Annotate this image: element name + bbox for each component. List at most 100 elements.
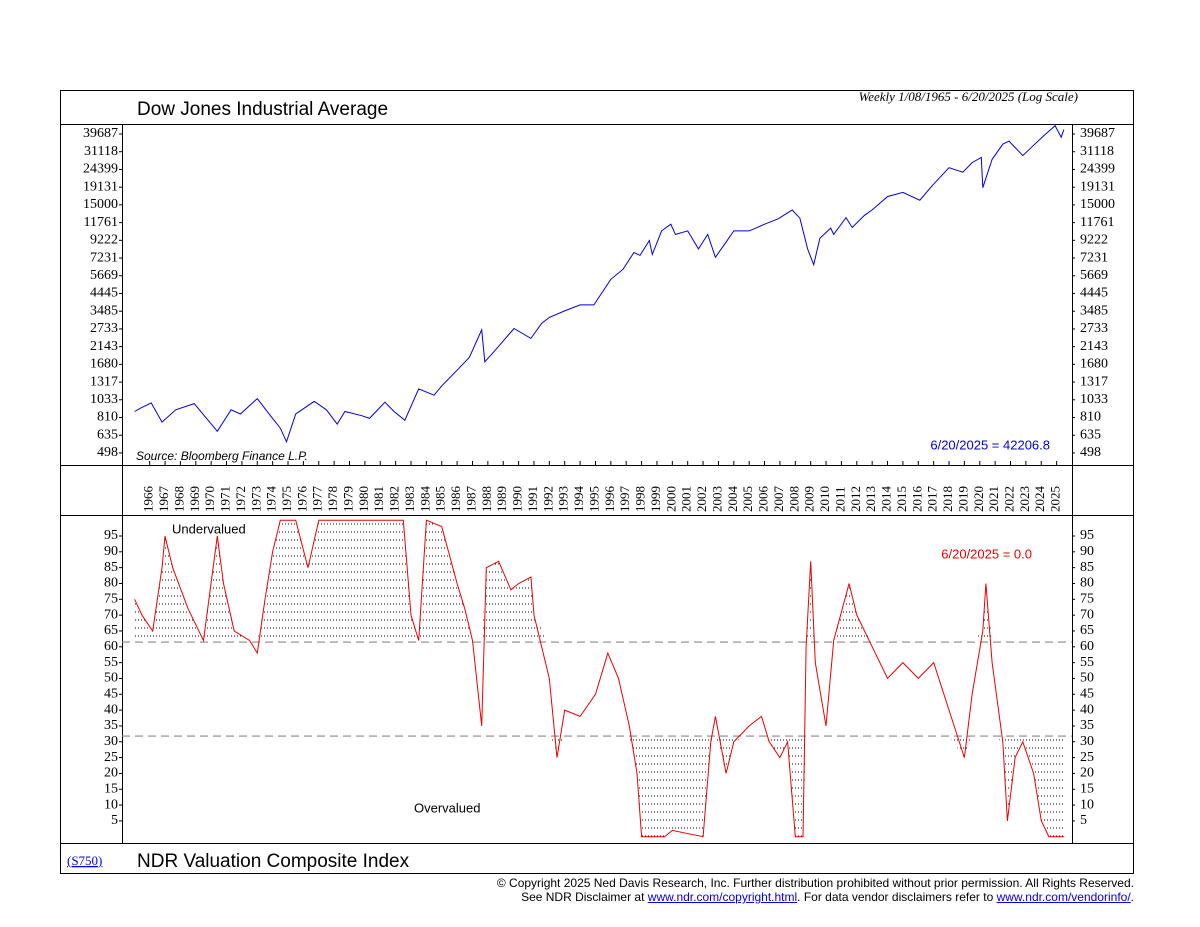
x-tick-label: 1974 xyxy=(264,486,279,513)
x-tick-label: 2011 xyxy=(832,486,847,512)
y-tick-label: 31118 xyxy=(1080,144,1114,159)
x-tick-label: 2023 xyxy=(1017,486,1032,512)
x-tick-label: 1988 xyxy=(479,486,494,512)
y-tick-label: 90 xyxy=(104,544,118,559)
x-tick-label: 2013 xyxy=(863,486,878,512)
x-tick-label: 1990 xyxy=(510,486,525,512)
y-tick-label: 4445 xyxy=(1080,286,1108,301)
text: See NDR Disclaimer at xyxy=(521,890,648,904)
zone-shading xyxy=(134,520,1064,643)
x-tick-label: 2016 xyxy=(909,486,924,513)
y-tick-label: 1033 xyxy=(90,392,118,407)
x-tick-label: 1972 xyxy=(233,486,248,512)
x-tick-label: 1966 xyxy=(141,486,156,513)
x-tick-label: 2015 xyxy=(894,486,909,512)
y-tick-label: 45 xyxy=(104,686,118,701)
series-line xyxy=(134,124,1065,444)
y-tick-label: 635 xyxy=(97,427,118,442)
x-tick-label: 2020 xyxy=(971,486,986,512)
x-tick-label: 1987 xyxy=(463,486,478,513)
y-tick-label: 65 xyxy=(104,623,118,638)
x-tick-label: 1986 xyxy=(448,486,463,513)
y-tick-label: 810 xyxy=(1080,410,1101,425)
x-tick-label: 2005 xyxy=(740,486,755,512)
x-tick-label: 1996 xyxy=(602,486,617,513)
y-tick-label: 15000 xyxy=(83,197,118,212)
y-tick-label: 498 xyxy=(1080,445,1101,460)
x-tick-label: 2006 xyxy=(756,486,771,513)
y-tick-label: 7231 xyxy=(90,250,118,265)
y-tick-label: 635 xyxy=(1080,427,1101,442)
y-tick-label: 10 xyxy=(104,797,118,812)
zone-label: Undervalued xyxy=(172,521,246,536)
x-tick-label: 1991 xyxy=(525,486,540,512)
y-tick-label: 35 xyxy=(1080,718,1094,733)
y-tick-label: 25 xyxy=(104,750,118,765)
y-tick-label: 2733 xyxy=(90,321,118,336)
link[interactable]: www.ndr.com/vendorinfo/ xyxy=(996,890,1131,904)
x-tick-label: 2010 xyxy=(817,486,832,512)
y-tick-label: 75 xyxy=(104,592,118,607)
y-tick-label: 80 xyxy=(104,576,118,591)
x-tick-label: 1989 xyxy=(494,486,509,512)
y-tick-label: 15000 xyxy=(1080,197,1115,212)
footer: © Copyright 2025 Ned Davis Research, Inc… xyxy=(497,876,1134,904)
x-tick-label: 2000 xyxy=(663,486,678,512)
x-tick-label: 1983 xyxy=(402,486,417,512)
chart-title: Dow Jones Industrial Average xyxy=(137,99,388,120)
x-tick-label: 2025 xyxy=(1048,486,1063,512)
y-tick-label: 25 xyxy=(1080,750,1094,765)
y-tick-label: 5 xyxy=(111,813,118,828)
copyright: © Copyright 2025 Ned Davis Research, Inc… xyxy=(496,876,1134,890)
y-tick-label: 1680 xyxy=(90,357,118,372)
y-tick-label: 5 xyxy=(1080,813,1087,828)
disclaimer: See NDR Disclaimer at www.ndr.com/copyri… xyxy=(497,890,1134,904)
series-code[interactable]: (S750) xyxy=(67,853,102,868)
y-tick-label: 95 xyxy=(1080,528,1094,543)
y-tick-label: 50 xyxy=(104,671,118,686)
text: . For data vendor disclaimers refer to xyxy=(797,890,997,904)
x-tick-label: 1999 xyxy=(648,486,663,512)
y-tick-label: 1317 xyxy=(1080,374,1108,389)
y-tick-label: 5669 xyxy=(1080,268,1108,283)
x-tick-label: 1998 xyxy=(633,486,648,512)
x-tick-label: 1993 xyxy=(556,486,571,512)
y-tick-label: 65 xyxy=(1080,623,1094,638)
zone-shading xyxy=(134,736,1064,837)
y-tick-label: 60 xyxy=(104,639,118,654)
y-tick-label: 5669 xyxy=(90,268,118,283)
x-tick-label: 1978 xyxy=(325,486,340,512)
series-line xyxy=(134,519,1064,838)
x-tick-label: 2018 xyxy=(940,486,955,512)
y-tick-label: 70 xyxy=(104,607,118,622)
y-tick-label: 55 xyxy=(1080,655,1094,670)
y-tick-label: 39687 xyxy=(1080,126,1115,141)
y-tick-label: 11761 xyxy=(1080,215,1114,230)
y-tick-label: 70 xyxy=(1080,607,1094,622)
x-tick-label: 1994 xyxy=(571,486,586,513)
y-tick-label: 50 xyxy=(1080,671,1094,686)
y-tick-label: 1033 xyxy=(1080,392,1108,407)
y-tick-label: 9222 xyxy=(1080,233,1108,248)
x-tick-label: 1968 xyxy=(171,486,186,512)
x-tick-label: 1977 xyxy=(310,486,325,513)
y-tick-label: 55 xyxy=(104,655,118,670)
source: Source: Bloomberg Finance L.P. xyxy=(136,449,308,463)
x-tick-label: 2021 xyxy=(986,486,1001,512)
y-tick-label: 1680 xyxy=(1080,357,1108,372)
y-tick-label: 60 xyxy=(1080,639,1094,654)
y-tick-label: 498 xyxy=(97,445,118,460)
x-tick-label: 2014 xyxy=(879,486,894,513)
x-tick-label: 1976 xyxy=(294,486,309,513)
x-tick-label: 1992 xyxy=(540,486,555,512)
y-tick-label: 90 xyxy=(1080,544,1094,559)
y-tick-label: 80 xyxy=(1080,576,1094,591)
y-tick-label: 2143 xyxy=(90,339,118,354)
link[interactable]: www.ndr.com/copyright.html xyxy=(647,890,798,904)
x-tick-label: 2019 xyxy=(955,486,970,512)
x-tick-label: 1970 xyxy=(202,486,217,512)
y-tick-label: 24399 xyxy=(1080,162,1115,177)
x-tick-label: 1975 xyxy=(279,486,294,512)
x-tick-label: 2004 xyxy=(725,486,740,513)
